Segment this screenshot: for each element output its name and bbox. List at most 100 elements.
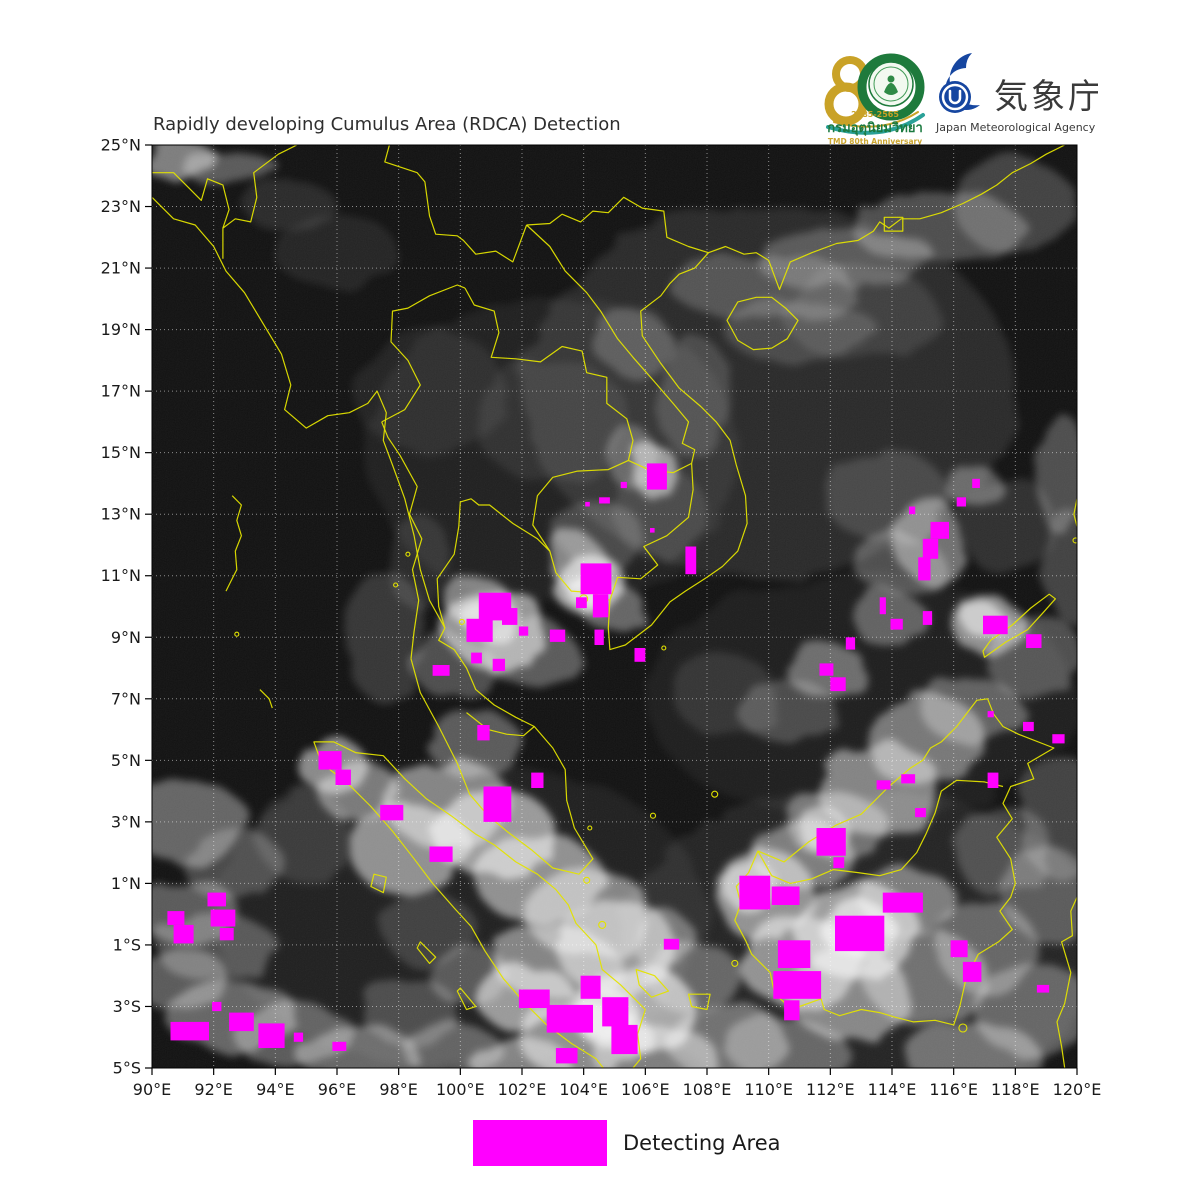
detection-area: [830, 677, 846, 692]
detection-area: [650, 528, 655, 533]
detection-area: [819, 663, 834, 676]
lat-tick-label: 1°N: [111, 874, 141, 893]
small-island: [661, 645, 667, 651]
detection-area: [173, 924, 194, 944]
lon-tick-label: 96°E: [318, 1080, 356, 1099]
lon-tick-label: 116°E: [929, 1080, 978, 1099]
jma-logo: 気象庁 Japan Meteorological Agency: [935, 53, 1098, 134]
tmd-anniversary: TMD 80th Anniversary: [828, 137, 922, 146]
coastline-myanmar-india-border: [222, 145, 298, 259]
detection-area: [918, 557, 931, 581]
detection-area: [879, 597, 886, 615]
coastline-bangladesh-india-border: [152, 172, 230, 229]
jma-english: Japan Meteorological Agency: [935, 121, 1096, 134]
lon-tick-label: 106°E: [621, 1080, 670, 1099]
lat-tick-label: 5°S: [113, 1059, 141, 1078]
coastline-kalimantan-border: [757, 779, 1004, 884]
lon-tick-label: 114°E: [868, 1080, 917, 1099]
detection-area: [634, 648, 646, 662]
coastline-thai-west-coast: [381, 421, 423, 659]
detection-area: [602, 997, 629, 1027]
coastline-thai-laos-border: [464, 287, 634, 461]
coastline-pagai-island: [456, 987, 477, 1011]
small-island: [598, 920, 607, 929]
detection-area: [549, 629, 566, 642]
detection-area: [930, 521, 949, 539]
detection-area: [585, 501, 590, 507]
coastline-hainan-island: [726, 296, 799, 351]
detection-area: [580, 975, 601, 999]
small-island: [958, 1023, 968, 1033]
coastline-hongkong-box: [883, 216, 904, 232]
coastline-cambodia-vietnam-border: [609, 463, 694, 601]
small-island: [405, 551, 411, 557]
coastline-palawan-island: [982, 593, 1056, 658]
detection-area: [1026, 634, 1042, 648]
small-island: [1072, 537, 1077, 544]
detection-area: [972, 478, 980, 488]
detection-area: [876, 780, 891, 790]
detection-area: [518, 989, 550, 1008]
product-title: Rapidly developing Cumulus Area (RDCA) D…: [153, 114, 621, 135]
detection-area: [432, 665, 450, 676]
map-canvas: 25°N 23°N 21°N 19°N 17°N 15°N 13°N 11°N 9°N 7°N 5°…: [101, 138, 1102, 1099]
detection-area: [167, 911, 185, 925]
detection-area: [915, 808, 926, 818]
detection-area: [987, 711, 994, 718]
lat-tick-label: 15°N: [101, 443, 141, 462]
axis-ticks: [145, 144, 1078, 1075]
detecting-area-swatch: [473, 1120, 607, 1166]
lat-tick-label: 9°N: [111, 628, 141, 647]
lat-tick-label: 23°N: [101, 197, 141, 216]
coastline-thai-burma-border: [381, 284, 466, 423]
lat-tick-label: 5°N: [111, 751, 141, 770]
detection-area: [212, 1001, 222, 1012]
lon-tick-label: 118°E: [991, 1080, 1040, 1099]
detection-area: [987, 772, 999, 788]
detection-area: [950, 940, 968, 958]
coastline-laos-vietnam-border: [526, 224, 696, 464]
map-frame: [151, 144, 1078, 1069]
coastline-layer: [152, 145, 1077, 1068]
detection-area: [219, 928, 234, 941]
lat-tick-label: 13°N: [101, 505, 141, 524]
detection-area: [909, 506, 916, 515]
small-island: [649, 812, 657, 819]
detection-area: [739, 875, 771, 910]
detection-area: [835, 915, 885, 952]
detection-area: [922, 538, 939, 559]
coastline-sumatra: [313, 741, 646, 1068]
coastline-malaysia-thai-border: [466, 712, 535, 737]
small-island: [711, 790, 719, 798]
detection-area: [771, 886, 800, 905]
coastline-thai-cambodia-border: [532, 459, 629, 552]
detection-area: [293, 1032, 304, 1042]
detection-area: [492, 658, 505, 672]
detection-area: [816, 828, 846, 856]
tmd-thai-name: กรมอุตุนิยมวิทยา: [827, 121, 923, 136]
detection-area: [258, 1023, 285, 1048]
detection-area: [663, 938, 680, 950]
detecting-area-label: Detecting Area: [623, 1131, 781, 1155]
detection-area: [890, 618, 903, 630]
lat-tick-label: 7°N: [111, 689, 141, 708]
detection-area: [580, 563, 612, 595]
detection-area: [1052, 734, 1065, 744]
lat-tick-label: 17°N: [101, 382, 141, 401]
detection-area: [576, 597, 587, 609]
lon-tick-label: 102°E: [498, 1080, 547, 1099]
detection-area: [170, 1021, 209, 1041]
detection-area: [335, 769, 351, 785]
coastline-siberut-island: [416, 941, 437, 964]
detection-area: [592, 609, 603, 618]
detection-area: [229, 1012, 254, 1032]
coastline-nias-island: [370, 873, 387, 894]
detection-area: [777, 940, 811, 968]
lat-tick-label: 3°N: [111, 812, 141, 831]
detection-area: [594, 629, 604, 645]
small-island: [587, 825, 593, 831]
logos: 2485-2565 กรมอุตุนิยมวิทยา TMD 80th Anni…: [824, 53, 1098, 146]
tmd-years: 2485-2565: [851, 110, 899, 119]
detection-area: [318, 751, 342, 770]
detection-area: [207, 892, 226, 907]
